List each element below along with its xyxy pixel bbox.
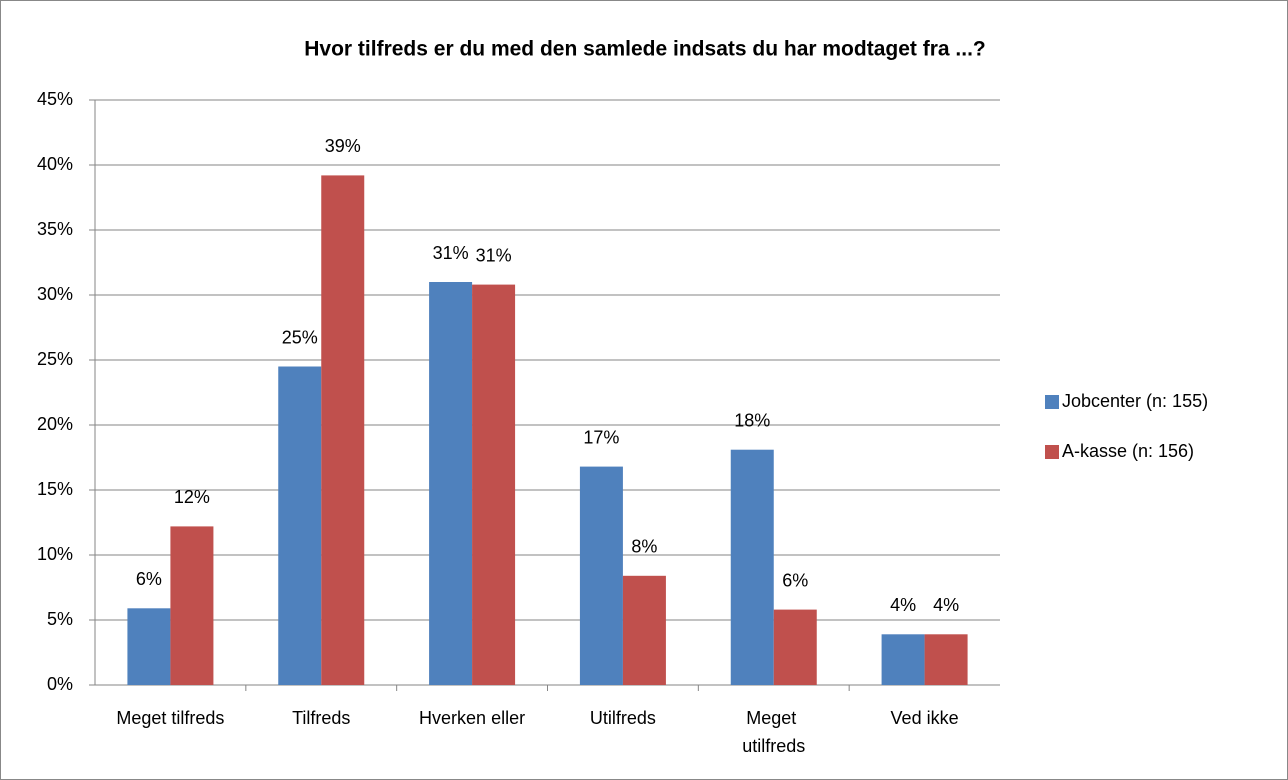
x-tick-label: Meget utilfreds <box>742 708 805 756</box>
y-tick-label: 0% <box>47 674 73 694</box>
data-label: 4% <box>933 595 959 615</box>
y-tick-label: 30% <box>37 284 73 304</box>
bar <box>622 575 666 685</box>
data-label: 4% <box>890 595 916 615</box>
bar <box>773 609 817 685</box>
x-tick-label: Hverken eller <box>419 708 525 728</box>
x-tick-label: Utilfreds <box>590 708 656 728</box>
chart-title: Hvor tilfreds er du med den samlede inds… <box>304 38 985 61</box>
bar <box>579 466 623 685</box>
y-tick-label: 20% <box>37 414 73 434</box>
x-tick-label: Meget tilfreds <box>116 708 224 728</box>
legend-swatch <box>1045 445 1059 459</box>
data-label: 12% <box>174 487 210 507</box>
bar <box>170 526 214 685</box>
y-tick-label: 25% <box>37 349 73 369</box>
bar <box>881 634 925 685</box>
bar <box>730 449 774 685</box>
bar <box>429 282 473 685</box>
y-tick-label: 35% <box>37 219 73 239</box>
legend-label: A-kasse (n: 156) <box>1062 441 1194 461</box>
y-tick-label: 5% <box>47 609 73 629</box>
bar <box>472 284 516 685</box>
x-tick-label: Tilfreds <box>292 708 350 728</box>
y-tick-label: 10% <box>37 544 73 564</box>
data-label: 31% <box>433 243 469 263</box>
data-label: 8% <box>631 537 657 557</box>
data-label: 18% <box>734 410 770 430</box>
x-tick-label: Ved ikke <box>891 708 959 728</box>
data-label: 25% <box>282 327 318 347</box>
legend-swatch <box>1045 395 1059 409</box>
legend-label: Jobcenter (n: 155) <box>1062 391 1208 411</box>
data-label: 39% <box>325 136 361 156</box>
y-tick-label: 15% <box>37 479 73 499</box>
data-label: 6% <box>136 569 162 589</box>
y-tick-label: 45% <box>37 89 73 109</box>
bar <box>127 608 171 685</box>
bar <box>321 175 365 685</box>
data-label: 31% <box>476 245 512 265</box>
bar <box>278 366 322 685</box>
data-label: 17% <box>583 427 619 447</box>
y-tick-label: 40% <box>37 154 73 174</box>
bar <box>924 634 968 685</box>
data-label: 6% <box>782 570 808 590</box>
